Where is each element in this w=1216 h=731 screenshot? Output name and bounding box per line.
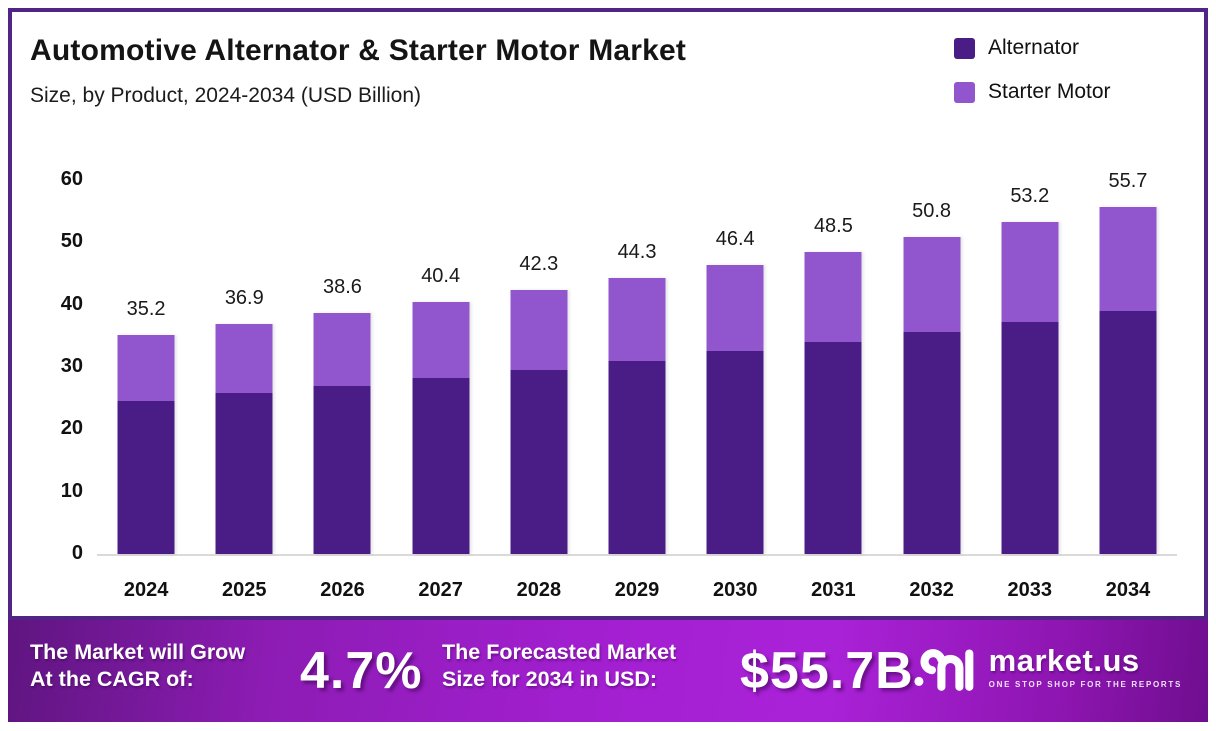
legend-label-alternator: Alternator — [988, 36, 1080, 59]
x-axis-label-2031: 2031 — [811, 579, 856, 601]
marketus-logo[interactable]: market.us ONE STOP SHOP FOR THE REPORTS — [913, 640, 1182, 694]
bar-group-2034: 55.7 2034 — [1079, 170, 1177, 601]
bar-segment-starter-motor — [1099, 206, 1157, 311]
x-axis-label-2025: 2025 — [222, 579, 267, 601]
y-axis-tick-label-60: 60 — [60, 168, 83, 190]
bar-segment-starter-motor — [608, 277, 666, 361]
bar-total-label-2026: 38.6 — [323, 276, 362, 299]
bar-group-2031: 48.5 2031 — [784, 182, 882, 601]
forecast-label-line2: Size for 2034 in USD: — [442, 667, 658, 691]
bar-segment-starter-motor — [510, 290, 568, 370]
bar-segment-starter-motor — [412, 302, 470, 378]
legend-item-starter-motor: Starter Motor — [954, 80, 1111, 104]
bar-segment-starter-motor — [804, 251, 862, 343]
bar-segment-starter-motor — [313, 313, 371, 386]
bar-segment-alternator — [608, 360, 666, 554]
bottom-banner: The Market will Grow At the CAGR of: 4.7… — [8, 620, 1208, 722]
x-axis-label-2033: 2033 — [1007, 579, 1053, 601]
legend-label-starter-motor: Starter Motor — [988, 80, 1111, 103]
bar-segment-alternator — [903, 332, 961, 554]
bar-group-2030: 46.4 2030 — [686, 182, 784, 601]
bar-segment-starter-motor — [1001, 222, 1059, 323]
legend-item-alternator: Alternator — [954, 36, 1111, 60]
y-axis-tick-label-0: 0 — [71, 542, 83, 564]
x-axis-label-2024: 2024 — [123, 579, 169, 601]
bar-stack-2027 — [412, 302, 470, 554]
cagr-label-line1: The Market will Grow — [30, 640, 246, 664]
bar-total-label-2027: 40.4 — [421, 265, 461, 288]
forecast-value: $55.7B — [740, 642, 914, 700]
bar-stack-2029 — [608, 277, 666, 554]
forecast-label-line1: The Forecasted Market — [442, 640, 677, 664]
bar-segment-starter-motor — [903, 237, 961, 333]
bar-stack-2024 — [117, 334, 175, 554]
bar-stack-2028 — [510, 290, 568, 554]
bar-group-2024: 35.2 2024 — [97, 182, 195, 601]
bar-total-label-2024: 35.2 — [126, 297, 166, 320]
bar-segment-alternator — [215, 393, 273, 554]
bar-total-label-2030: 46.4 — [715, 227, 755, 250]
x-axis-label-2034: 2034 — [1105, 579, 1151, 601]
bar-segment-starter-motor — [215, 324, 273, 394]
bar-segment-alternator — [804, 342, 862, 554]
legend-swatch-alternator — [954, 37, 975, 59]
legend-swatch-starter-motor — [954, 81, 975, 103]
bar-segment-alternator — [1001, 322, 1059, 554]
bar-group-2026: 38.6 2026 — [293, 182, 391, 601]
bar-group-2033: 53.2 2033 — [981, 182, 1079, 601]
bar-stack-2033 — [1001, 222, 1059, 554]
bar-stack-2032 — [903, 237, 961, 554]
bar-group-2027: 40.4 2027 — [392, 182, 490, 601]
bar-stack-2034 — [1099, 206, 1157, 554]
x-axis-label-2028: 2028 — [516, 579, 562, 601]
cagr-value: 4.7% — [300, 642, 423, 700]
bar-stack-2026 — [313, 313, 371, 554]
marketus-logo-icon — [914, 649, 974, 691]
bar-group-2025: 36.9 2025 — [195, 182, 293, 601]
y-axis-tick-label-10: 10 — [60, 479, 83, 502]
bar-total-label-2034: 55.7 — [1108, 169, 1148, 192]
legend: Alternator Starter Motor — [954, 36, 1111, 104]
cagr-label-line2: At the CAGR of: — [30, 667, 194, 691]
bar-segment-alternator — [706, 351, 764, 554]
marketus-logo-tagline: ONE STOP SHOP FOR THE REPORTS — [988, 680, 1182, 689]
bar-stack-2025 — [215, 324, 273, 554]
cagr-label: The Market will Grow At the CAGR of: — [30, 639, 245, 693]
bar-segment-alternator — [117, 400, 175, 554]
y-axis-tick-label-40: 40 — [60, 292, 83, 315]
bar-total-label-2025: 36.9 — [224, 287, 264, 309]
bar-total-label-2033: 53.2 — [1010, 185, 1050, 208]
bar-segment-starter-motor — [117, 334, 175, 401]
bar-total-label-2029: 44.3 — [617, 240, 657, 263]
x-axis-label-2026: 2026 — [320, 579, 365, 601]
x-axis-label-2032: 2032 — [909, 579, 954, 601]
bar-segment-starter-motor — [706, 264, 764, 352]
page-title: Automotive Alternator & Starter Motor Ma… — [30, 34, 687, 67]
x-axis-label-2027: 2027 — [418, 579, 463, 601]
x-axis-label-2030: 2030 — [712, 579, 758, 601]
y-axis-tick-label-20: 20 — [60, 417, 83, 440]
forecast-label: The Forecasted Market Size for 2034 in U… — [442, 639, 676, 693]
y-axis-tick-label-50: 50 — [60, 230, 83, 253]
bar-segment-alternator — [1099, 310, 1157, 554]
bar-group-2032: 50.8 2032 — [883, 182, 981, 601]
marketus-logo-name: market.us — [988, 643, 1140, 678]
page-subtitle: Size, by Product, 2024-2034 (USD Billion… — [30, 84, 422, 107]
bar-segment-alternator — [510, 369, 568, 554]
bar-group-2029: 44.3 2029 — [588, 182, 686, 601]
bar-total-label-2032: 50.8 — [912, 200, 952, 223]
bar-stack-2030 — [706, 264, 764, 554]
bar-total-label-2031: 48.5 — [813, 214, 853, 237]
bar-segment-alternator — [313, 385, 371, 554]
bar-total-label-2028: 42.3 — [519, 253, 559, 276]
chart-card: Automotive Alternator & Starter Motor Ma… — [8, 8, 1208, 620]
y-axis-tick-label-30: 30 — [60, 355, 83, 377]
x-axis-label-2029: 2029 — [614, 579, 660, 601]
bar-stack-2031 — [804, 251, 862, 554]
bar-segment-alternator — [412, 377, 470, 554]
marketus-logo-text: market.us ONE STOP SHOP FOR THE REPORTS — [988, 643, 1182, 690]
plot-area: 0 10 20 30 40 50 60 35.2 2024 36.9 2025 38.6 2026 40.… — [61, 168, 1177, 601]
bar-group-2028: 42.3 2028 — [490, 182, 588, 601]
